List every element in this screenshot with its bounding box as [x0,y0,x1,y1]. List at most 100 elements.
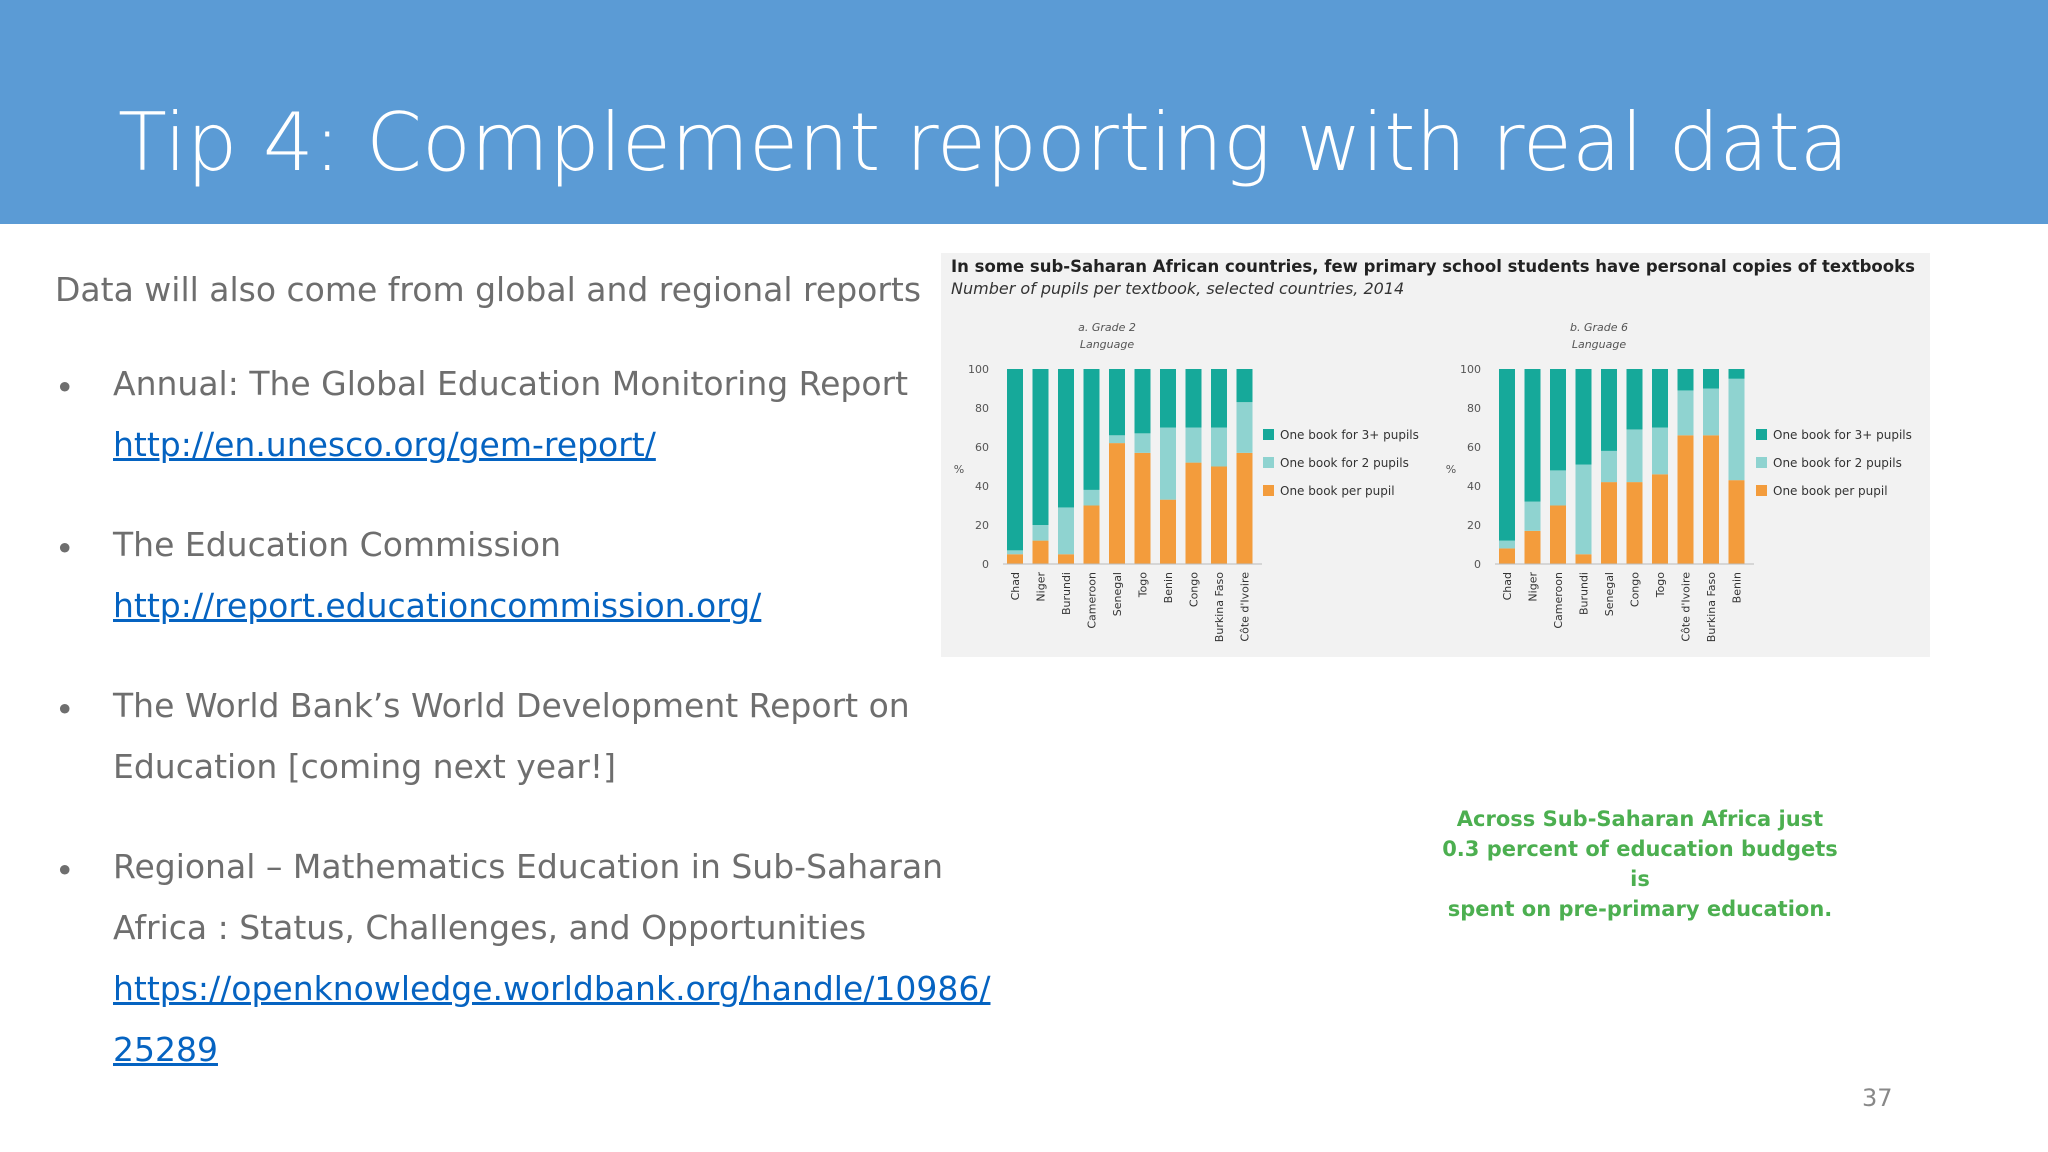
bar-segment [1083,489,1100,506]
worldbank-link-continued[interactable]: 25289 [113,1030,218,1069]
y-tick-label: 0 [1474,558,1481,571]
panel-title: a. Grade 2 [1078,321,1136,334]
category-label: Niger [1527,572,1540,602]
bullet-dot: • [55,368,75,407]
title-banner: Tip 4: Complement reporting with real da… [0,0,2048,224]
bar-segment [1236,369,1253,403]
bar-segment [1160,427,1176,500]
category-label: Benin [1162,572,1175,603]
bar-segment [1703,435,1719,564]
legend-label: One book for 2 pupils [1280,456,1409,470]
y-axis-label: % [1446,463,1456,476]
bullet-text: The World Bank’s World Development Repor… [113,686,910,725]
category-label: Burundi [1578,572,1591,615]
chart-svg: a. Grade 2 Language 0 20 40 60 80 100% Chad Niger… [954,321,1912,642]
category-label: Burkina Faso [1213,572,1226,642]
page-number: 37 [1862,1084,1893,1112]
bar-segment [1626,429,1643,483]
category-label: Togo [1654,572,1667,599]
callout-line: 0.3 percent of education budgets is [1442,837,1838,891]
bar-segment [1677,390,1694,436]
legend-swatch [1263,429,1274,440]
category-label: Niger [1035,572,1048,602]
category-label: Togo [1137,572,1150,599]
bar-segment [1160,369,1176,428]
category-label: Senegal [1111,572,1124,616]
category-label: Côte d'Ivoire [1239,572,1252,642]
legend-swatch [1263,485,1274,496]
bullet-dot: • [55,529,75,568]
category-label: Cameroon [1552,572,1565,629]
panel-title: b. Grade 6 [1570,321,1628,334]
legend-label: One book for 2 pupils [1773,456,1902,470]
category-label: Senegal [1603,572,1616,616]
legend-swatch [1756,429,1767,440]
bullet-text: The Education Commission [113,525,561,564]
bar-segment [1626,482,1643,564]
bullet-text: Africa : Status, Challenges, and Opportu… [113,908,867,947]
callout-line: spent on pre-primary education. [1447,897,1833,921]
legend-swatch [1756,457,1767,468]
bar-segment [1007,369,1023,551]
education-commission-link[interactable]: http://report.educationcommission.org/ [113,586,762,625]
worldbank-link[interactable]: https://openknowledge.worldbank.org/hand… [113,969,991,1008]
bar-segment [1032,540,1049,564]
bar-segment [1524,501,1541,531]
bar-segment [1109,443,1125,564]
category-label: Chad [1501,572,1514,600]
category-label: Congo [1188,572,1201,607]
chart-title: In some sub-Saharan African countries, f… [951,257,1915,276]
bar-segment [1677,369,1694,391]
panel-subtitle: Language [1080,338,1135,351]
bar-segment [1626,369,1643,430]
bar-segment [1083,505,1100,564]
y-tick-label: 40 [975,480,989,493]
textbook-chart: In some sub-Saharan African countries, f… [941,253,1930,657]
bar-segment [1185,369,1202,428]
bar-segment [1032,369,1049,525]
y-tick-label: 100 [968,363,989,376]
category-label: Burundi [1060,572,1073,615]
bar-segment [1703,388,1719,436]
y-tick-label: 60 [975,441,989,454]
bar-segment [1703,369,1719,389]
callout-line: Across Sub-Saharan Africa just [1456,807,1824,831]
bar-segment [1160,499,1176,564]
bar-segment [1728,369,1745,379]
category-label: Cameroon [1086,572,1099,629]
bar-segment [1236,452,1253,564]
bar-segment [1550,369,1566,471]
legend-label: One book per pupil [1280,484,1395,498]
legend-label: One book for 3+ pupils [1773,428,1912,442]
bar-segment [1007,550,1023,555]
bar-segment [1109,369,1125,436]
bar-segment [1109,435,1125,444]
bar-segment [1134,452,1151,564]
bullet-text: Education [coming next year!] [113,747,616,786]
bar-segment [1499,548,1515,564]
y-tick-label: 20 [1467,519,1481,532]
bar-segment [1677,435,1694,564]
bar-segment [1083,369,1100,490]
bar-segment [1550,470,1566,506]
bar-segment [1575,464,1592,555]
chart-subtitle: Number of pupils per textbook, selected … [951,279,1405,298]
legend-swatch [1263,457,1274,468]
bar-segment [1601,482,1617,564]
slide-title: Tip 4: Complement reporting with real da… [118,96,1849,189]
bar-segment [1007,554,1023,564]
bullet-dot: • [55,690,75,729]
bar-segment [1211,427,1227,467]
legend-label: One book per pupil [1773,484,1888,498]
y-tick-label: 20 [975,519,989,532]
bar-segment [1728,480,1745,564]
y-tick-label: 0 [982,558,989,571]
bar-segment [1575,369,1592,465]
gem-report-link[interactable]: http://en.unesco.org/gem-report/ [113,425,656,464]
category-label: Chad [1009,572,1022,600]
bar-segment [1211,369,1227,428]
legend-swatch [1756,485,1767,496]
bar-segment [1058,554,1074,564]
bar-segment [1652,474,1668,564]
bar-segment [1185,462,1202,564]
